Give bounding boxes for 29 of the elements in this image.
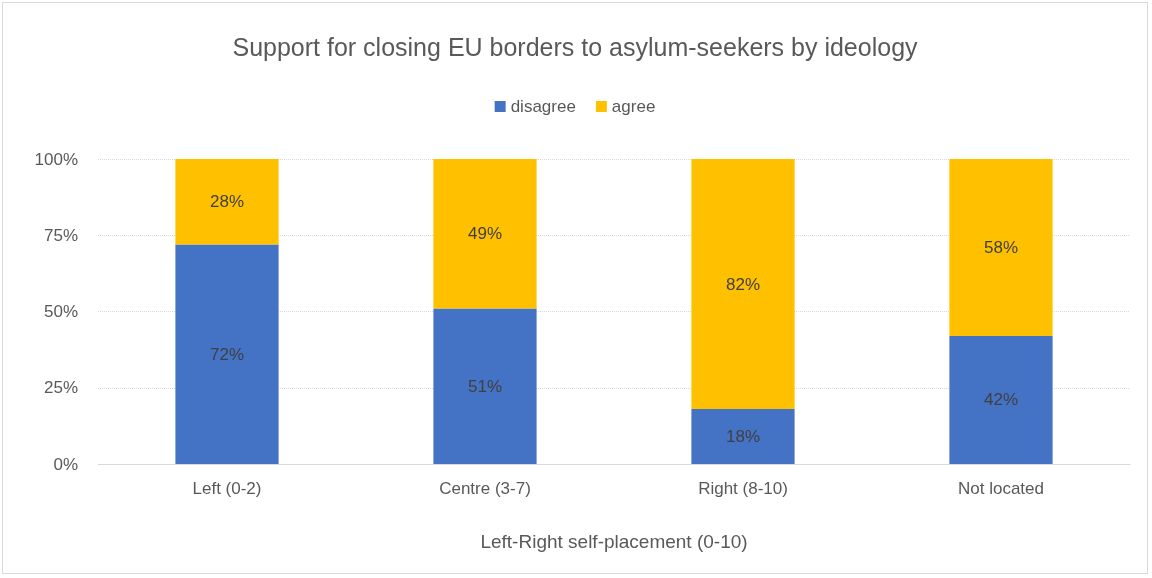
bar <box>175 159 279 245</box>
data-label: 49% <box>467 224 503 244</box>
legend-label: agree <box>611 97 656 116</box>
data-label: 18% <box>725 427 761 447</box>
data-label: 51% <box>467 376 503 396</box>
bar <box>691 159 795 410</box>
chart-title: Support for closing EU borders to asylum-seekers by ideology <box>232 32 919 61</box>
data-label: 42% <box>983 390 1019 410</box>
y-tick-label: 50% <box>43 302 78 321</box>
x-tick-label: Not located <box>958 479 1044 498</box>
data-label: 82% <box>725 274 761 294</box>
y-tick-label: 100% <box>34 149 78 169</box>
y-tick-label: 75% <box>43 225 78 245</box>
data-label: 58% <box>983 237 1019 257</box>
legend-label: disagree <box>510 97 576 116</box>
y-tick-label: 25% <box>43 378 78 398</box>
y-tick-label: 0% <box>53 454 78 474</box>
x-tick-label: Right (8-10) <box>698 479 788 498</box>
x-axis-title: Left-Right self-placement (0-10) <box>480 531 748 552</box>
bar <box>433 159 537 309</box>
bar <box>433 308 537 464</box>
x-tick-label: Centre (3-7) <box>439 479 531 498</box>
data-label: 72% <box>209 344 245 364</box>
bar <box>949 159 1053 336</box>
bar <box>949 335 1053 464</box>
bar <box>175 244 279 464</box>
bar <box>691 409 795 464</box>
x-tick-label: Left (0-2) <box>192 479 262 498</box>
data-label: 28% <box>209 192 245 212</box>
